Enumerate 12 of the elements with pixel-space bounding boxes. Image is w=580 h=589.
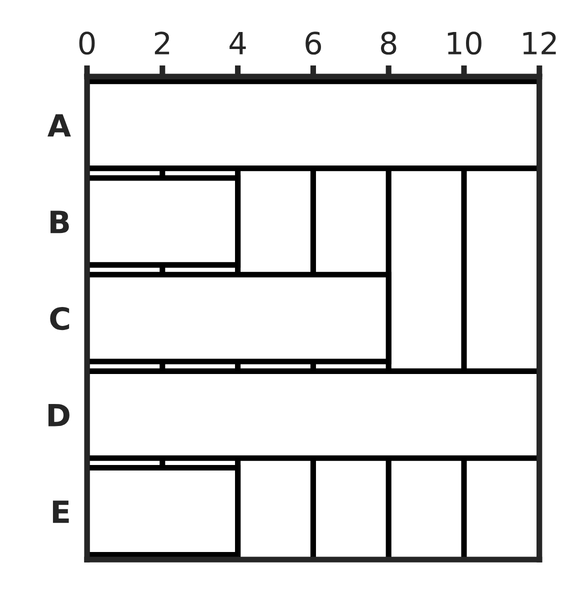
x-tick-label: 12 xyxy=(523,32,556,54)
y-tick-label: A xyxy=(48,114,71,136)
y-tick-label: C xyxy=(50,306,70,330)
x-tick-label: 8 xyxy=(380,32,396,55)
x-tick-label: 0 xyxy=(79,32,95,55)
x-tick-label: 10 xyxy=(448,32,482,55)
y-tick-label: E xyxy=(52,500,69,523)
y-tick-label: B xyxy=(50,210,69,234)
x-tick-label: 4 xyxy=(230,32,246,54)
y-tick-label: D xyxy=(48,404,70,426)
x-tick-label: 2 xyxy=(154,32,170,54)
x-tick-label: 6 xyxy=(306,32,321,55)
